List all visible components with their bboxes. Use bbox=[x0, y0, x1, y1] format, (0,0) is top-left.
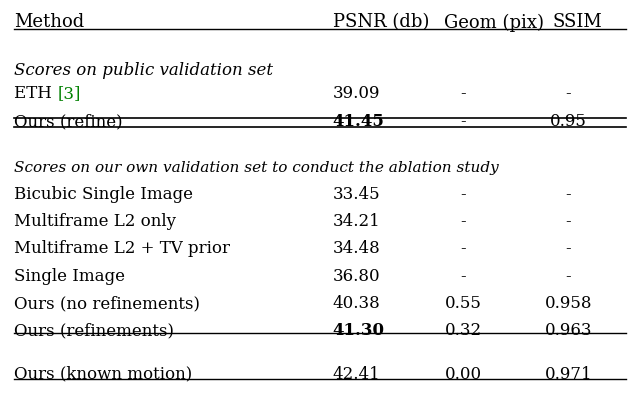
Text: PSNR (db): PSNR (db) bbox=[333, 13, 429, 32]
Text: Ours (refinements): Ours (refinements) bbox=[14, 322, 174, 339]
Text: Ours (no refinements): Ours (no refinements) bbox=[14, 295, 200, 312]
Text: 41.30: 41.30 bbox=[333, 322, 385, 339]
Text: -: - bbox=[461, 268, 466, 285]
Text: SSIM: SSIM bbox=[552, 13, 602, 32]
Text: -: - bbox=[461, 113, 466, 130]
Text: Single Image: Single Image bbox=[14, 268, 125, 285]
Text: -: - bbox=[566, 85, 572, 102]
Text: 0.32: 0.32 bbox=[445, 322, 482, 339]
Text: -: - bbox=[566, 213, 572, 230]
Text: 34.21: 34.21 bbox=[333, 213, 381, 230]
Text: -: - bbox=[461, 213, 466, 230]
Text: -: - bbox=[461, 240, 466, 257]
Text: Geom (pix): Geom (pix) bbox=[444, 13, 544, 32]
Text: Scores on our own validation set to conduct the ablation study: Scores on our own validation set to cond… bbox=[14, 162, 499, 175]
Text: 34.48: 34.48 bbox=[333, 240, 381, 257]
Text: 36.80: 36.80 bbox=[333, 268, 380, 285]
Text: 0.00: 0.00 bbox=[445, 366, 482, 383]
Text: 41.45: 41.45 bbox=[333, 113, 385, 130]
Text: 40.38: 40.38 bbox=[333, 295, 381, 312]
Text: 33.45: 33.45 bbox=[333, 185, 380, 202]
Text: 42.41: 42.41 bbox=[333, 366, 381, 383]
Text: 0.55: 0.55 bbox=[445, 295, 482, 312]
Text: Bicubic Single Image: Bicubic Single Image bbox=[14, 185, 193, 202]
Text: -: - bbox=[566, 240, 572, 257]
Text: 0.95: 0.95 bbox=[550, 113, 587, 130]
Text: -: - bbox=[566, 268, 572, 285]
Text: 39.09: 39.09 bbox=[333, 85, 380, 102]
Text: Ours (known motion): Ours (known motion) bbox=[14, 366, 193, 383]
Text: Method: Method bbox=[14, 13, 84, 32]
Text: -: - bbox=[461, 85, 466, 102]
Text: Ours (refine): Ours (refine) bbox=[14, 113, 123, 130]
Text: 0.958: 0.958 bbox=[545, 295, 592, 312]
Text: Multiframe L2 only: Multiframe L2 only bbox=[14, 213, 176, 230]
Text: Multiframe L2 + TV prior: Multiframe L2 + TV prior bbox=[14, 240, 230, 257]
Text: [3]: [3] bbox=[58, 85, 81, 102]
Text: -: - bbox=[461, 185, 466, 202]
Text: Scores on public validation set: Scores on public validation set bbox=[14, 62, 273, 79]
Text: 0.963: 0.963 bbox=[545, 322, 592, 339]
Text: -: - bbox=[566, 185, 572, 202]
Text: 0.971: 0.971 bbox=[545, 366, 593, 383]
Text: ETH: ETH bbox=[14, 85, 57, 102]
